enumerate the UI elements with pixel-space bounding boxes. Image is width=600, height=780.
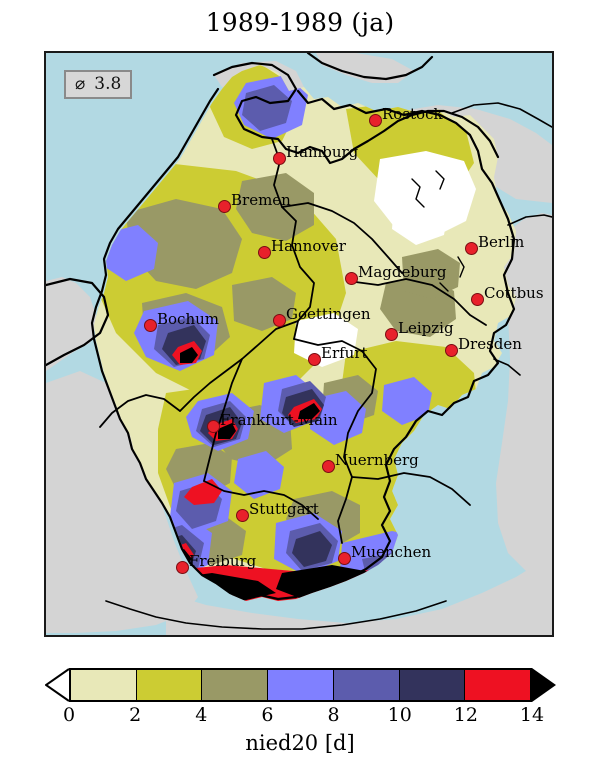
city-dot-icon [236,509,249,522]
colorbar-tick-4: 4 [195,704,208,726]
city-label: Nuernberg [335,451,419,469]
city-dot-icon [385,328,398,341]
colorbar-band-10-12 [399,670,466,700]
colorbar-band-12-14 [465,670,531,700]
city-dot-icon [322,460,335,473]
city-dot-icon [465,242,478,255]
colorbar-tick-6: 6 [261,704,274,726]
mean-value: 3.8 [94,74,122,94]
colorbar-band-6-8 [268,670,334,700]
city-dot-icon [308,353,321,366]
city-dot-icon [471,293,484,306]
colorbar-tick-0: 0 [62,704,76,726]
colorbar-over-arrow [532,668,556,702]
city-dot-icon [144,319,157,332]
city-dot-icon [445,344,458,357]
city-label: Magdeburg [358,263,447,281]
colorbar-band-4-6 [202,670,269,700]
colorbar-band-8-10 [333,670,400,700]
city-dot-icon [369,114,382,127]
map-panel: ⌀ 3.8 Rostock Hamburg Bremen Hannover Berlin M… [44,51,554,637]
colorbar-ticks: 0 2 4 6 8 10 12 14 [0,704,600,730]
colorbar-band-2-4 [136,670,203,700]
city-dot-icon [273,314,286,327]
colorbar-tick-2: 2 [129,704,142,726]
city-label: Erfurt [321,344,368,362]
city-dot-icon [207,420,220,433]
city-label: Cottbus [484,284,544,302]
colorbar-tick-8: 8 [327,704,340,726]
city-label: Bochum [157,310,219,328]
map-canvas: ⌀ 3.8 Rostock Hamburg Bremen Hannover Berlin M… [46,53,552,635]
city-label: Goettingen [286,305,371,323]
city-dot-icon [218,200,231,213]
colorbar-under-arrow-outline [45,668,69,702]
city-label: Freiburg [189,552,257,570]
city-label: Stuttgart [249,500,319,518]
city-label: Hannover [271,237,346,255]
colorbar-under-arrow [45,668,69,702]
city-label: Bremen [231,191,291,209]
city-label: Berlin [478,233,525,251]
city-label: Hamburg [286,143,359,161]
mean-symbol: ⌀ [75,74,86,94]
colorbar-tick-12: 12 [453,704,478,726]
colorbar-segments [69,668,532,702]
city-dot-icon [273,152,286,165]
city-label: Dresden [458,335,522,353]
colorbar-band-0-2 [71,670,137,700]
city-label: Leipzig [398,319,454,337]
city-dot-icon [345,272,358,285]
city-label: Muenchen [351,543,432,561]
domain-mean-badge: ⌀ 3.8 [64,70,133,99]
page-title: 1989-1989 (ja) [205,8,395,37]
colorbar-tick-10: 10 [387,704,412,726]
colorbar-label: nied20 [d] [245,731,355,755]
city-label: Frankfurt-Main [220,411,338,429]
colorbar-tick-14: 14 [519,704,545,726]
city-dot-icon [338,552,351,565]
city-label: Rostock [382,105,443,123]
city-dot-icon [176,561,189,574]
city-dot-icon [258,246,271,259]
colorbar: 0 2 4 6 8 10 12 14 nied20 [d] [0,655,600,780]
